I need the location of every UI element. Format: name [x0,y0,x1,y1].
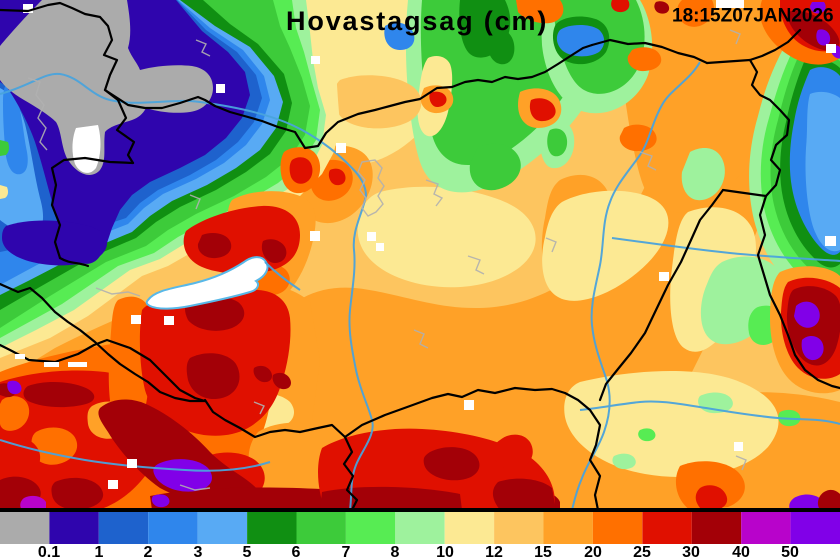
svg-text:50: 50 [781,544,799,560]
svg-text:15: 15 [534,544,552,560]
svg-text:18:15Z07JAN2026: 18:15Z07JAN2026 [672,6,834,27]
svg-text:3: 3 [194,544,203,560]
svg-text:2: 2 [144,544,153,560]
svg-text:8: 8 [391,544,400,560]
svg-text:5: 5 [243,544,252,560]
svg-text:0.1: 0.1 [38,544,60,560]
svg-text:6: 6 [292,544,301,560]
svg-text:Hovastagsag (cm): Hovastagsag (cm) [286,6,548,36]
svg-text:40: 40 [732,544,750,560]
svg-text:1: 1 [95,544,104,560]
svg-text:10: 10 [436,544,454,560]
svg-text:20: 20 [584,544,602,560]
svg-text:30: 30 [682,544,700,560]
svg-text:7: 7 [342,544,351,560]
svg-text:25: 25 [633,544,651,560]
svg-text:12: 12 [485,544,503,560]
